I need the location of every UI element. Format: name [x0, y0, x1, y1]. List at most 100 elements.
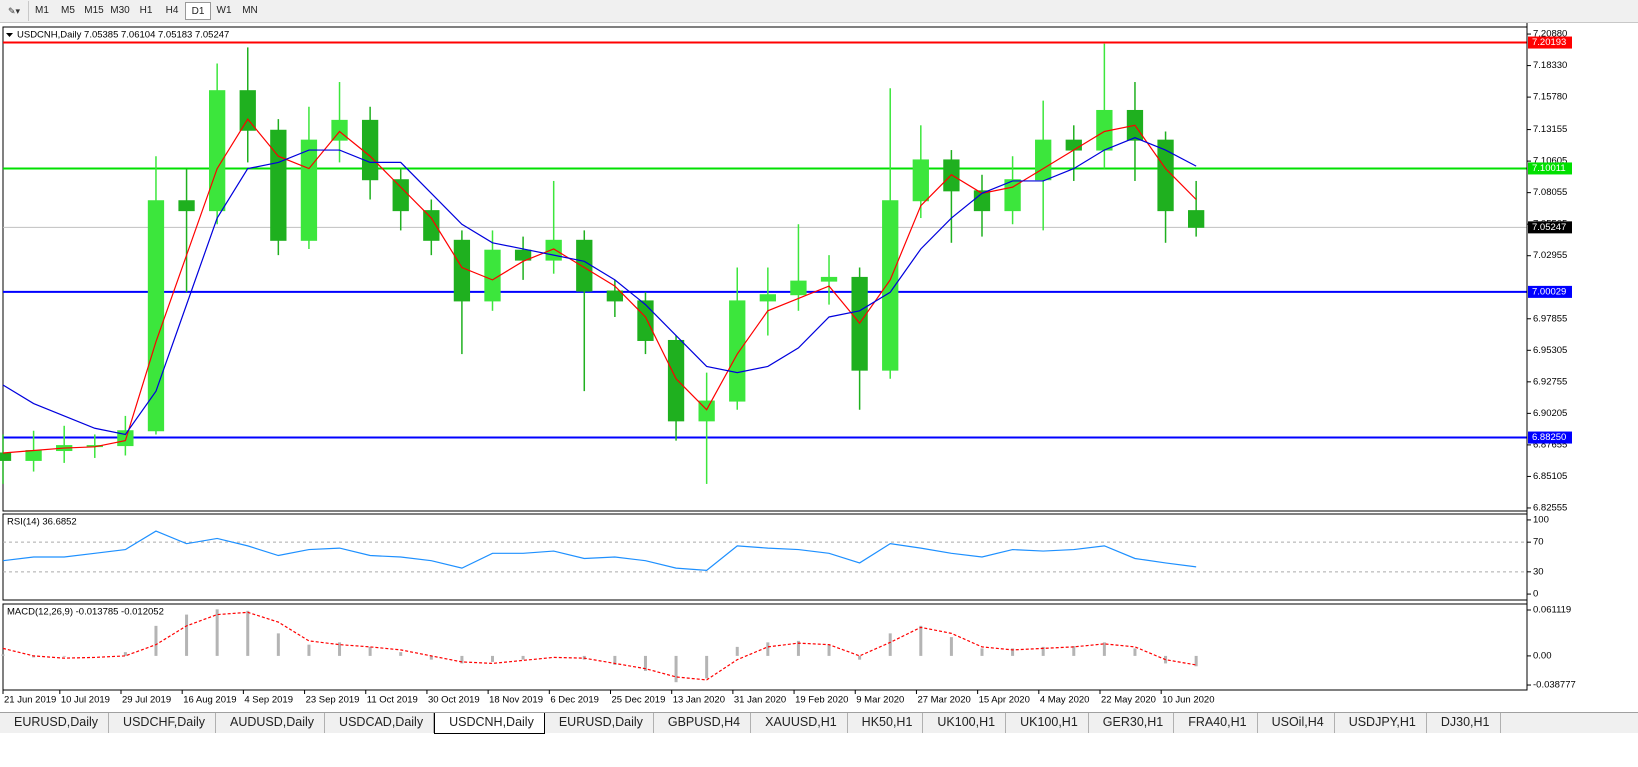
toolbar: ✎▾ M1 M5 M15 M30 H1 H4 D1 W1 MN	[0, 0, 1638, 23]
x-tick-label: 29 Jul 2019	[122, 695, 171, 706]
x-tick-label: 22 May 2020	[1101, 695, 1156, 706]
chart-tab[interactable]: AUDUSD,Daily	[216, 713, 326, 733]
timeframe-button[interactable]: M15	[84, 5, 104, 16]
price-label-box	[1528, 36, 1572, 49]
timeframe-button[interactable]: MN	[242, 5, 258, 16]
chart-tab[interactable]: FRA40,H1	[1174, 713, 1258, 733]
chart-tab[interactable]: DJ30,H1	[1427, 713, 1501, 733]
y-tick-label: 6.92755	[1533, 376, 1567, 387]
chart-tab[interactable]: USOil,H4	[1258, 713, 1335, 733]
chart-tab[interactable]: UK100,H1	[1006, 713, 1089, 733]
y-tick-label: 7.13155	[1533, 124, 1567, 135]
x-tick-label: 21 Jun 2019	[4, 695, 56, 706]
timeframe-button[interactable]: D1	[185, 2, 211, 20]
candle-body	[25, 450, 42, 461]
y-tick-label: 7.18330	[1533, 60, 1567, 71]
y-tick-label: 0.00	[1533, 650, 1552, 661]
x-tick-label: 31 Jan 2020	[734, 695, 786, 706]
candle-body	[270, 129, 287, 241]
chart-window: 7.20880 7.18330 7.15780 7.13155 7.10605 7.080…	[0, 23, 1576, 706]
y-tick-label: 7.02955	[1533, 250, 1567, 261]
candle-body	[1157, 139, 1174, 212]
x-tick-label: 23 Sep 2019	[306, 695, 360, 706]
price-label: 7.10011	[1532, 163, 1566, 174]
candle-body	[606, 290, 624, 302]
y-tick-label: 7.20880	[1533, 29, 1567, 40]
chart-tab[interactable]: USDJPY,H1	[1335, 713, 1427, 733]
timeframe-button[interactable]: M30	[110, 5, 130, 16]
x-tick-label: 25 Dec 2019	[612, 695, 666, 706]
chart-tab[interactable]: USDCAD,Daily	[325, 713, 435, 733]
y-tick-label: 7.08055	[1533, 187, 1567, 198]
timeframe-button[interactable]: H1	[139, 5, 153, 16]
chart-tab[interactable]: EURUSD,Daily	[0, 713, 110, 733]
y-tick-label: 6.90205	[1533, 408, 1567, 419]
price-label: 7.05247	[1532, 222, 1566, 233]
chart-tab[interactable]: GER30,H1	[1089, 713, 1175, 733]
candle-body	[514, 249, 532, 261]
candle-body	[178, 200, 195, 212]
moving-average	[2, 118, 1197, 454]
x-tick-label: 16 Aug 2019	[183, 695, 236, 706]
indicator-title: USDCNH,Daily 7.05385 7.06104 7.05183 7.0…	[17, 30, 229, 41]
menu-arrow	[6, 33, 13, 37]
chart-tab[interactable]: GBPUSD,H4	[654, 713, 752, 733]
candle-body	[484, 249, 501, 302]
timeframe-button[interactable]: M5	[61, 5, 75, 16]
timeframe-button[interactable]: M1	[35, 5, 49, 16]
y-tick-label: 6.82555	[1533, 502, 1567, 513]
y-tick-label: 6.95305	[1533, 345, 1567, 356]
y-tick-label: 6.85105	[1533, 471, 1567, 482]
candle-body	[759, 294, 776, 302]
chart-tab[interactable]: HK50,H1	[848, 713, 924, 733]
candle-body	[392, 179, 409, 212]
y-tick-label: -0.038777	[1533, 680, 1576, 691]
indicator-title: MACD(12,26,9) -0.013785 -0.012052	[7, 607, 164, 618]
chart-tab[interactable]: EURUSD,Daily	[545, 713, 654, 733]
rsi-line	[2, 530, 1197, 571]
candle-body	[0, 452, 12, 461]
candle-body	[147, 200, 165, 432]
y-tick-label: 30	[1533, 566, 1544, 577]
y-tick-label: 0	[1533, 589, 1538, 600]
candle-body	[820, 276, 838, 282]
timeframe-button[interactable]: W1	[216, 5, 232, 16]
price-label: 7.20193	[1532, 37, 1566, 48]
draw-tool[interactable]: ✎▾	[0, 1, 29, 21]
candle-body	[912, 159, 929, 202]
candle-body	[667, 339, 685, 422]
moving-average	[2, 137, 1197, 436]
pane-frame	[2, 513, 1528, 601]
price-label-box	[1528, 221, 1572, 234]
candle-body	[209, 90, 226, 212]
x-tick-label: 9 Mar 2020	[856, 695, 904, 706]
candle-body	[423, 210, 440, 241]
y-tick-label: 0.061119	[1533, 605, 1571, 616]
chart-tab[interactable]: XAUUSD,H1	[751, 713, 848, 733]
x-tick-label: 4 Sep 2019	[244, 695, 293, 706]
y-tick-label: 6.87655	[1533, 439, 1567, 450]
chart-tab[interactable]: USDCNH,Daily	[434, 713, 545, 734]
candle-body	[239, 90, 256, 131]
pane-frame	[2, 603, 1528, 691]
x-tick-label: 10 Jun 2020	[1162, 695, 1214, 706]
candle-body	[729, 300, 746, 402]
candle-body	[453, 239, 471, 302]
chart-tab[interactable]: USDCHF,Daily	[109, 713, 216, 733]
candle-body	[300, 139, 318, 241]
candle-body	[790, 280, 807, 296]
x-tick-label: 6 Dec 2019	[550, 695, 599, 706]
candle-body	[1035, 139, 1052, 181]
chart-tabs: EURUSD,Daily USDCHF,Daily AUDUSD,Daily USDC…	[0, 712, 1638, 734]
y-tick-label: 100	[1533, 514, 1549, 525]
timeframe-button[interactable]: H4	[165, 5, 179, 16]
y-tick-label: 70	[1533, 537, 1544, 548]
x-tick-label: 30 Oct 2019	[428, 695, 480, 706]
price-label: 6.88250	[1532, 432, 1566, 443]
chart-tab[interactable]: UK100,H1	[923, 713, 1007, 733]
x-tick-label: 15 Apr 2020	[979, 695, 1030, 706]
y-tick-label: 7.10605	[1533, 156, 1567, 167]
x-tick-label: 13 Jan 2020	[673, 695, 725, 706]
candle-body	[545, 239, 562, 261]
